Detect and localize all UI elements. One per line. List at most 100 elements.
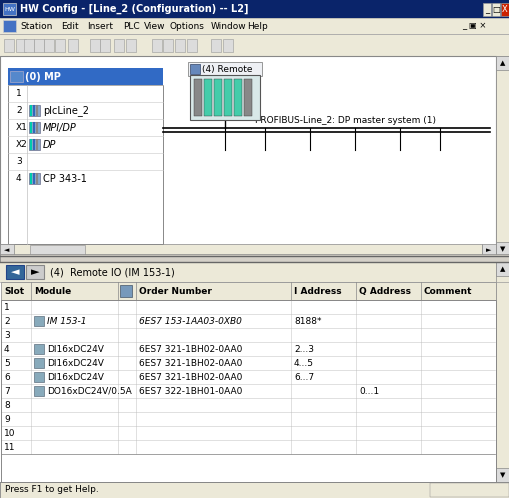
Bar: [34, 344, 44, 354]
Text: DI16xDC24V: DI16xDC24V: [47, 359, 104, 368]
Text: 4: 4: [16, 174, 21, 183]
Text: MPI/DP: MPI/DP: [43, 123, 76, 132]
Bar: [429, 483, 508, 497]
Text: 0...1: 0...1: [358, 386, 378, 395]
Text: Q Address: Q Address: [358, 286, 410, 295]
Bar: [0, 34, 509, 56]
Bar: [29, 122, 40, 133]
Text: View: View: [144, 21, 165, 30]
Bar: [1, 328, 495, 342]
Bar: [6, 265, 24, 279]
Bar: [495, 242, 509, 256]
Text: ►: ►: [486, 247, 491, 253]
Text: 6ES7 321-1BH02-0AA0: 6ES7 321-1BH02-0AA0: [139, 359, 242, 368]
Text: ▼: ▼: [499, 472, 505, 478]
Bar: [0, 262, 509, 282]
Text: 6ES7 153-1AA03-0XB0: 6ES7 153-1AA03-0XB0: [139, 317, 241, 326]
Text: 7: 7: [4, 386, 10, 395]
Text: PROFIBUS-Line_2: DP master system (1): PROFIBUS-Line_2: DP master system (1): [254, 116, 435, 124]
Text: Edit: Edit: [61, 21, 79, 30]
Bar: [120, 285, 132, 297]
Bar: [29, 105, 40, 116]
Bar: [500, 3, 508, 16]
Text: ◄: ◄: [4, 247, 10, 253]
Bar: [495, 56, 509, 256]
Bar: [175, 39, 185, 52]
Text: ▲: ▲: [499, 60, 505, 66]
Text: 4...5: 4...5: [293, 359, 314, 368]
Bar: [114, 39, 124, 52]
Bar: [1, 282, 495, 300]
Bar: [8, 85, 163, 244]
Text: 2...3: 2...3: [293, 345, 314, 354]
Bar: [1, 440, 495, 454]
Text: Insert: Insert: [87, 21, 113, 30]
Text: 6ES7 322-1BH01-0AA0: 6ES7 322-1BH01-0AA0: [139, 386, 242, 395]
Text: 6: 6: [4, 373, 10, 381]
Bar: [26, 265, 44, 279]
Text: 10: 10: [4, 428, 15, 438]
Bar: [190, 64, 200, 74]
Bar: [90, 39, 100, 52]
Bar: [1, 300, 495, 482]
Bar: [0, 0, 509, 18]
Bar: [4, 39, 14, 52]
Text: 9: 9: [4, 414, 10, 423]
Bar: [495, 262, 509, 482]
Bar: [152, 39, 162, 52]
Bar: [0, 244, 14, 256]
Text: X: X: [501, 5, 507, 14]
Bar: [10, 71, 23, 82]
Bar: [100, 39, 110, 52]
Text: Order Number: Order Number: [139, 286, 211, 295]
Bar: [163, 39, 173, 52]
Text: Slot: Slot: [4, 286, 24, 295]
Text: plcLine_2: plcLine_2: [43, 105, 89, 116]
Bar: [3, 3, 16, 15]
Bar: [0, 482, 509, 498]
Text: ◄: ◄: [11, 267, 19, 277]
Bar: [34, 372, 44, 382]
Text: ►: ►: [31, 267, 39, 277]
Text: 1: 1: [16, 89, 22, 98]
Bar: [495, 262, 509, 276]
Bar: [0, 254, 509, 262]
Bar: [8, 68, 163, 85]
Text: □: □: [491, 5, 499, 14]
Text: X2: X2: [16, 140, 27, 149]
Text: 8188*: 8188*: [293, 317, 321, 326]
Bar: [223, 79, 232, 116]
Bar: [29, 173, 40, 184]
Bar: [29, 139, 40, 150]
Bar: [0, 262, 509, 482]
Text: Options: Options: [169, 21, 204, 30]
Bar: [68, 39, 78, 52]
Bar: [1, 384, 495, 398]
Text: Help: Help: [247, 21, 268, 30]
Bar: [214, 79, 221, 116]
Bar: [44, 39, 54, 52]
Text: DO16xDC24V/0.5A: DO16xDC24V/0.5A: [47, 386, 131, 395]
Text: 3: 3: [16, 157, 22, 166]
Bar: [1, 398, 495, 412]
Bar: [187, 39, 196, 52]
Bar: [243, 79, 251, 116]
Bar: [1, 412, 495, 426]
Text: Press F1 to get Help.: Press F1 to get Help.: [5, 486, 99, 495]
Bar: [1, 426, 495, 440]
Bar: [495, 468, 509, 482]
Text: DI16xDC24V: DI16xDC24V: [47, 373, 104, 381]
Bar: [222, 39, 233, 52]
Bar: [193, 79, 202, 116]
Text: 8: 8: [4, 400, 10, 409]
Text: Comment: Comment: [423, 286, 471, 295]
Text: 2: 2: [4, 317, 10, 326]
Text: _: _: [484, 5, 488, 14]
Text: Station: Station: [20, 21, 52, 30]
Text: X1: X1: [16, 123, 28, 132]
Text: 6ES7 321-1BH02-0AA0: 6ES7 321-1BH02-0AA0: [139, 345, 242, 354]
Text: DP: DP: [43, 139, 56, 149]
Text: 3: 3: [4, 331, 10, 340]
Text: 2: 2: [16, 106, 21, 115]
Bar: [34, 358, 44, 368]
